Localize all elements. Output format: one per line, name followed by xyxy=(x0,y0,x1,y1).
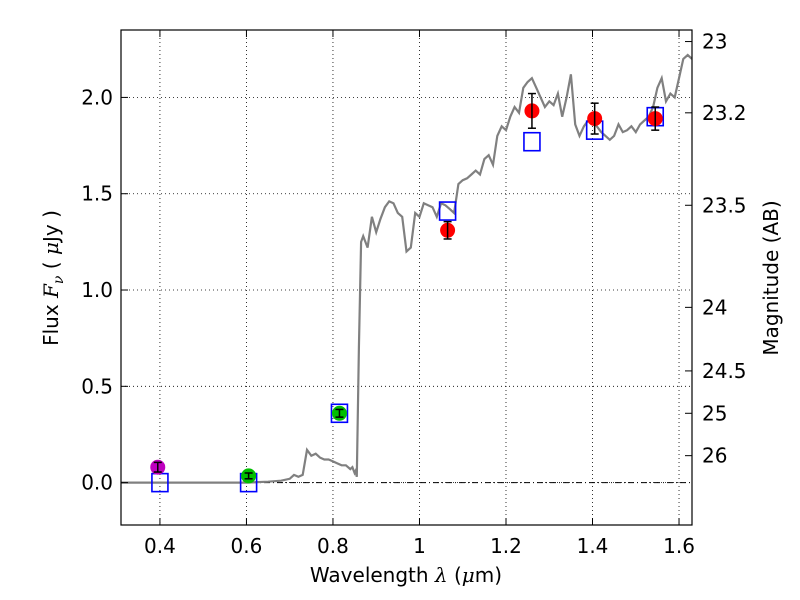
y-axis-label-prefix: Flux xyxy=(39,298,63,346)
sed-model-curve xyxy=(121,53,692,484)
y-axis-flux-subscript: ν xyxy=(51,275,67,284)
x-tick-label: 0.4 xyxy=(144,534,176,558)
x-tick-label: 0.6 xyxy=(231,534,263,558)
data-markers xyxy=(150,92,665,493)
magnitude-tick-label: 23 xyxy=(702,30,727,54)
y-axis-unit-rest: Jy ) xyxy=(39,210,63,244)
x-tick-label: 1.4 xyxy=(577,534,609,558)
grid-lines xyxy=(121,30,692,525)
x-tick-label: 0.8 xyxy=(317,534,349,558)
y-tick-label: 1.0 xyxy=(81,278,113,302)
x-axis-lambda: λ xyxy=(434,563,448,587)
y-tick-label: 2.0 xyxy=(81,85,113,109)
magnitude-tick-label: 23.2 xyxy=(702,101,747,125)
magnitude-tick-label: 23.5 xyxy=(702,193,747,217)
magnitude-tick-label: 24 xyxy=(702,295,727,319)
y-tick-label: 0.5 xyxy=(81,374,113,398)
x-axis-unit-mu: μ xyxy=(462,563,475,587)
magnitude-tick-label: 26 xyxy=(702,444,727,468)
x-tick-label: 1 xyxy=(413,534,426,558)
plot-frame xyxy=(120,29,693,526)
y-axis-label: Flux Fν ( μJy ) xyxy=(39,210,67,346)
x-axis-label-prefix: Wavelength xyxy=(310,563,435,587)
y-axis-unit-mu: μ xyxy=(39,242,63,255)
y-axis-unit-open: ( xyxy=(39,255,63,276)
magnitude-tick-label: 24.5 xyxy=(702,359,747,383)
y-axis-flux-symbol: F xyxy=(39,283,63,299)
y-tick-label: 0.0 xyxy=(81,471,113,495)
y2-axis-label: Magnitude (AB) xyxy=(759,200,783,355)
x-tick-label: 1.2 xyxy=(490,534,522,558)
model-photometry-square xyxy=(330,403,349,424)
x-axis-unit-open: ( xyxy=(448,563,462,587)
model-photometry-square xyxy=(523,131,541,152)
axis-ticks: 0.4 0.6 0.8 1 1.2 1.4 1.6 0.0 0.5 1.0 1.5 2.0 23 23.2… xyxy=(81,30,746,558)
model-photometry-square xyxy=(438,201,457,221)
x-axis-label: Wavelength λ (μm) xyxy=(310,563,502,587)
x-tick-label: 1.6 xyxy=(663,534,695,558)
y-tick-label: 1.5 xyxy=(81,182,113,206)
magnitude-tick-label: 25 xyxy=(702,401,727,425)
x-axis-unit-rest: m) xyxy=(475,563,502,587)
